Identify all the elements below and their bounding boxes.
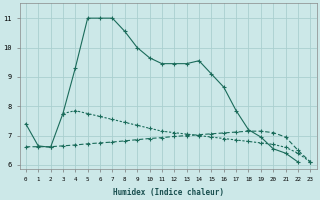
X-axis label: Humidex (Indice chaleur): Humidex (Indice chaleur): [113, 188, 224, 197]
